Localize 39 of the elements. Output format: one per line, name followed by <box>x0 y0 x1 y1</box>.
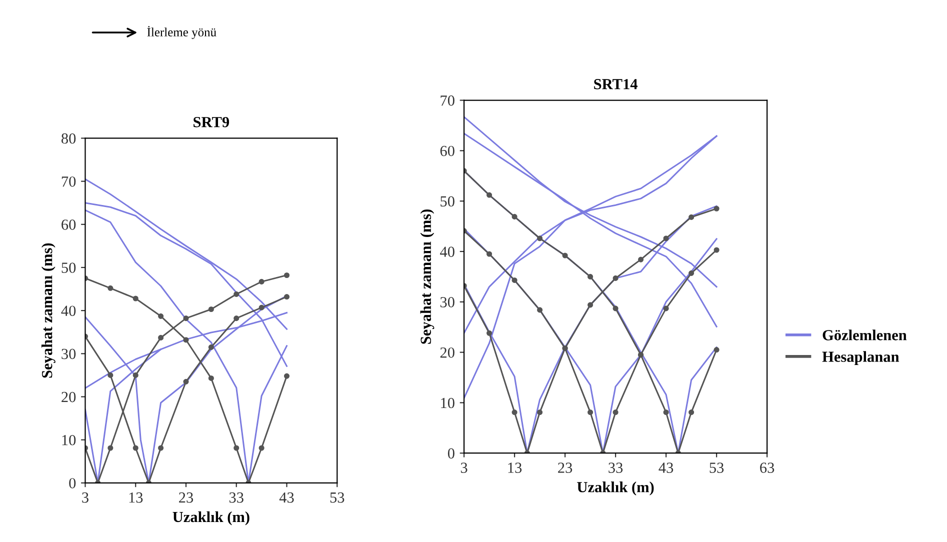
y-tick-label: 60 <box>440 146 454 156</box>
y-tick-label: 20 <box>440 347 454 358</box>
y-tick-label: 80 <box>62 133 76 144</box>
y-tick-label: 10 <box>441 398 454 408</box>
x-axis-title: Uzaklık (m) <box>172 511 250 526</box>
x-tick-label: 13 <box>508 462 522 473</box>
x-axis-title: Uzaklık (m) <box>577 482 654 496</box>
y-tick-label: 0 <box>448 448 454 459</box>
x-tick-label: 63 <box>760 462 774 473</box>
y-tick-label: 30 <box>62 348 76 360</box>
x-tick-label: 43 <box>658 462 674 473</box>
y-tick-label: 10 <box>62 434 76 446</box>
legend-label: Gözlemlenen <box>822 330 907 340</box>
y-tick-label: 70 <box>62 176 76 187</box>
legend-label: Hesaplanan <box>822 351 900 366</box>
y-tick-label: 30 <box>440 297 454 308</box>
x-tick-label: 53 <box>710 462 724 473</box>
x-tick-label: 3 <box>460 462 468 473</box>
y-tick-label: 70 <box>440 95 454 106</box>
x-tick-label: 23 <box>558 462 572 473</box>
x-tick-label: 33 <box>229 492 244 503</box>
x-tick-label: 23 <box>179 492 194 503</box>
y-tick-label: 50 <box>62 262 76 273</box>
y-tick-label: 20 <box>62 392 76 402</box>
y-tick-label: 40 <box>61 306 76 316</box>
chart-title: SRT14 <box>594 79 638 90</box>
text: İlerleme yönü <box>147 26 216 40</box>
y-tick-label: 50 <box>440 196 454 207</box>
chart-title: SRT9 <box>194 116 230 128</box>
x-tick-label: 33 <box>608 462 623 473</box>
x-tick-label: 3 <box>82 492 88 503</box>
y-tick-label: 60 <box>62 220 76 230</box>
y-tick-label: 40 <box>440 246 454 257</box>
x-tick-label: 13 <box>129 492 143 503</box>
y-axis-title: Seyahat zamanı (ms) <box>41 243 56 378</box>
y-axis-title: Seyahat zamanı (ms) <box>420 209 434 344</box>
x-tick-label: 53 <box>330 492 344 503</box>
y-tick-label: 0 <box>69 478 76 488</box>
x-tick-label: 43 <box>279 492 294 503</box>
